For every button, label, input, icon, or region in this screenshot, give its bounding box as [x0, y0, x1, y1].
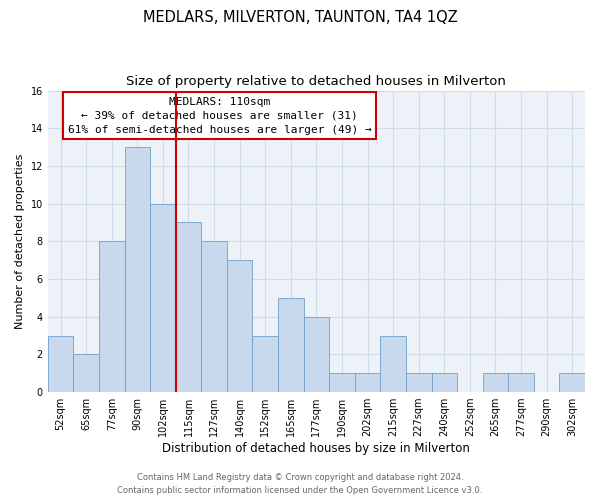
Bar — [278, 298, 304, 392]
Bar — [150, 204, 176, 392]
Bar — [304, 316, 329, 392]
Bar — [559, 373, 585, 392]
Bar — [48, 336, 73, 392]
Bar — [482, 373, 508, 392]
Bar — [227, 260, 253, 392]
Y-axis label: Number of detached properties: Number of detached properties — [15, 154, 25, 329]
Bar — [406, 373, 431, 392]
X-axis label: Distribution of detached houses by size in Milverton: Distribution of detached houses by size … — [163, 442, 470, 455]
Bar — [431, 373, 457, 392]
Text: MEDLARS: 110sqm
← 39% of detached houses are smaller (31)
61% of semi-detached h: MEDLARS: 110sqm ← 39% of detached houses… — [68, 96, 371, 134]
Bar — [73, 354, 99, 392]
Bar — [201, 242, 227, 392]
Bar — [329, 373, 355, 392]
Title: Size of property relative to detached houses in Milverton: Size of property relative to detached ho… — [127, 75, 506, 88]
Bar — [355, 373, 380, 392]
Bar — [253, 336, 278, 392]
Bar — [99, 242, 125, 392]
Bar — [380, 336, 406, 392]
Bar — [508, 373, 534, 392]
Bar — [125, 147, 150, 392]
Text: Contains HM Land Registry data © Crown copyright and database right 2024.
Contai: Contains HM Land Registry data © Crown c… — [118, 474, 482, 495]
Bar — [176, 222, 201, 392]
Text: MEDLARS, MILVERTON, TAUNTON, TA4 1QZ: MEDLARS, MILVERTON, TAUNTON, TA4 1QZ — [143, 10, 457, 25]
